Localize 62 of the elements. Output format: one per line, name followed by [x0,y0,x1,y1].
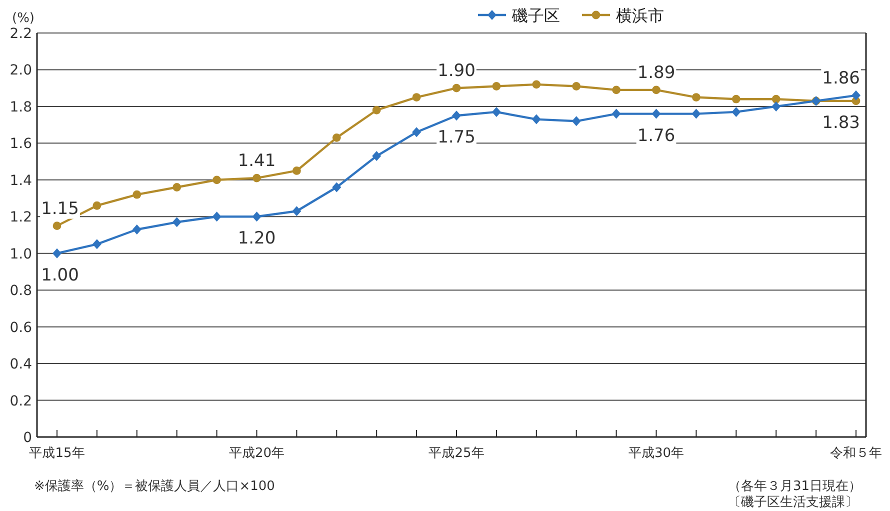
x-tick-label: 平成25年 [428,446,484,461]
point [492,82,501,90]
point [332,133,341,142]
point [212,176,221,184]
point [732,106,741,117]
point [292,206,302,216]
point [372,106,381,114]
point [52,248,62,258]
y-tick-label: 2.0 [10,62,32,79]
point [852,90,860,100]
y-tick-label: 0.4 [10,356,32,373]
point [612,108,621,119]
point [532,114,541,124]
point [532,80,541,89]
legend-label: 横浜市 [616,6,664,25]
y-tick-label: 1.0 [10,246,32,262]
y-tick-label: 0.8 [10,283,32,300]
y-tick-label: 1.2 [10,210,32,226]
text: ※保護率（%）＝被保護人員／人口×100 [34,478,275,494]
point [652,86,660,94]
point [252,212,262,222]
point [412,93,421,102]
point [772,94,780,104]
point [172,183,182,192]
y-tick-label: 1.8 [10,99,32,116]
point [252,174,261,182]
point [292,166,301,175]
x-tick-label: 平成30年 [628,446,684,461]
point [572,82,581,90]
text: 〔磯子区生活支援課〕 [728,495,858,510]
legend-label: 磯子区 [511,6,560,25]
point [212,212,222,222]
point [332,182,342,192]
point [372,151,382,162]
y-tick-label: 2.2 [10,26,32,42]
x-tick-label: 平成15年 [29,446,85,461]
point [92,239,102,250]
y-tick-label: 0 [23,430,32,446]
point [692,93,700,102]
point [452,84,461,92]
point [492,106,501,117]
x-tick-label: 平成20年 [228,446,285,461]
point [132,190,142,199]
point [412,127,422,138]
point [172,217,182,228]
point [772,101,781,112]
y-tick-label: 0.6 [10,320,32,336]
point [572,116,581,126]
point [92,201,102,210]
point [652,108,661,119]
text: （各年３月31日現在） [728,479,862,494]
x-tick-label: 令和５年 [830,446,882,461]
point [732,94,740,104]
point [132,224,142,234]
point [52,222,62,230]
y-tick-label: 1.6 [10,136,32,152]
point [612,86,620,94]
y-tick-label: 0.2 [10,393,32,410]
point [452,110,461,121]
point [692,108,701,119]
y-tick-label: 1.4 [10,172,32,189]
y-axis-title: (%) [12,11,34,26]
